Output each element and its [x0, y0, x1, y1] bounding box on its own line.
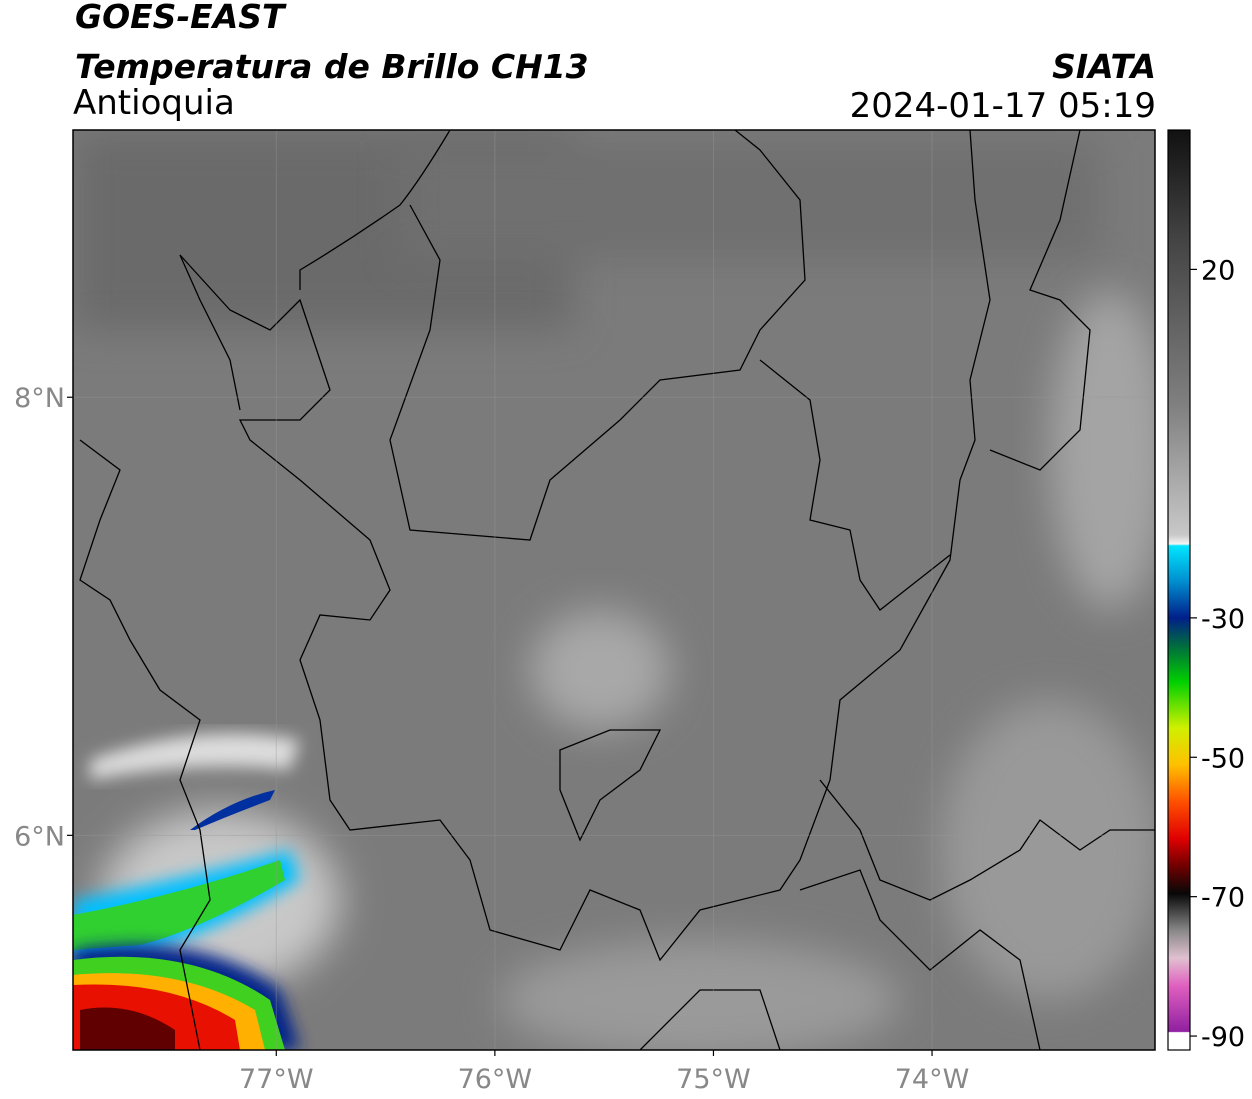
- colorbar-tick-label: -70: [1201, 883, 1245, 914]
- x-tick-label: 74°W: [895, 1064, 970, 1095]
- title: GOES-EAST: [75, 0, 287, 36]
- colorbar: [1167, 129, 1191, 1051]
- colorbar-tick-label: -50: [1201, 743, 1245, 774]
- x-tick-label: 76°W: [458, 1064, 533, 1095]
- colorbar-tick-label: -30: [1201, 604, 1245, 635]
- colorbar-tick-label: -90: [1201, 1022, 1245, 1053]
- subtitle: Temperatura de Brillo CH13: [75, 47, 589, 86]
- y-tick-label: 6°N: [14, 821, 65, 852]
- satellite-image: [73, 130, 1155, 1050]
- map-frame: [72, 129, 1156, 1051]
- region: Antioquia: [73, 83, 235, 123]
- colorbar-tick-label: 20: [1201, 255, 1235, 286]
- y-tick-label: 8°N: [14, 383, 65, 414]
- x-tick-label: 77°W: [239, 1064, 314, 1095]
- datetime: 2024-01-17 05:19: [850, 86, 1156, 126]
- boundaries: [79, 130, 1155, 1050]
- grid: [73, 130, 1155, 1050]
- source: SIATA: [1052, 47, 1156, 86]
- x-tick-label: 75°W: [676, 1064, 751, 1095]
